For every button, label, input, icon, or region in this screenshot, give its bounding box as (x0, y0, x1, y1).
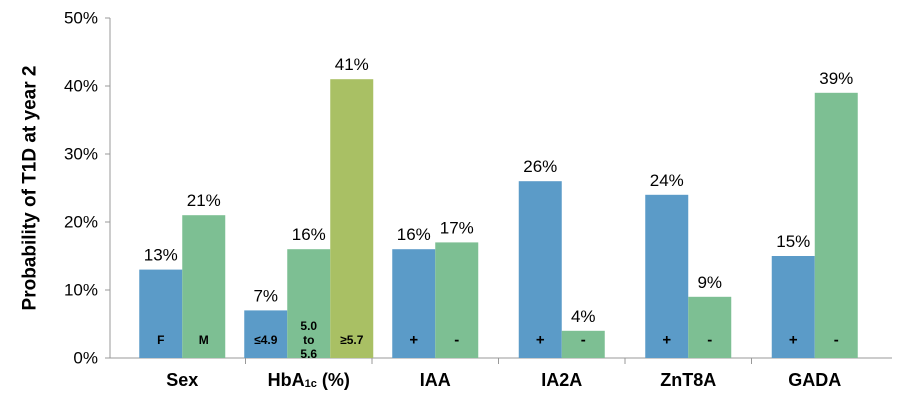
bar-value-label: 41% (335, 55, 369, 74)
y-tick-label: 30% (64, 145, 98, 164)
bar (392, 249, 436, 358)
bar-value-label: 16% (292, 225, 326, 244)
bar-category-label: - (834, 332, 839, 349)
bar (139, 269, 183, 358)
bar-value-label: 15% (776, 232, 810, 251)
bar-value-label: 13% (144, 246, 178, 265)
bar-category-label: - (707, 332, 712, 349)
y-tick-label: 10% (64, 281, 98, 300)
bar-category-label: + (536, 332, 545, 349)
bars (139, 79, 858, 359)
bar-value-label: 16% (397, 225, 431, 244)
bar (330, 79, 374, 358)
y-tick-label: 0% (73, 349, 98, 368)
bar-value-label: 26% (523, 157, 557, 176)
bar-value-label: 39% (819, 69, 853, 88)
bar (182, 215, 226, 358)
bar-category-label: to (303, 333, 314, 347)
group-label: GADA (788, 370, 841, 390)
bar-category-label: + (409, 332, 418, 349)
bar-category-label: - (454, 332, 459, 349)
bar-category-label: 5.0 (300, 319, 317, 333)
bar-value-label: 24% (650, 171, 684, 190)
bar-category-label: + (789, 332, 798, 349)
bar-category-label: M (199, 333, 209, 347)
bar-category-label: + (662, 332, 671, 349)
group-label: IA2A (541, 370, 582, 390)
bar (814, 92, 858, 359)
bar-value-label: 9% (697, 273, 722, 292)
bar-category-label: - (581, 332, 586, 349)
bar-value-label: 17% (440, 218, 474, 237)
bar-category-label: 5.6 (300, 347, 317, 361)
bar (771, 256, 815, 358)
bar (518, 181, 562, 358)
y-tick-label: 50% (64, 9, 98, 28)
bar (435, 242, 479, 358)
y-axis-label: Probability of T1D at year 2 (20, 66, 41, 311)
y-tick-label: 40% (64, 77, 98, 96)
group-label: ZnT8A (660, 370, 716, 390)
group-label: Sex (166, 370, 198, 390)
bar-category-label: F (157, 333, 164, 347)
bar-category-label: ≤4.9 (254, 333, 278, 347)
bar (561, 330, 605, 358)
group-label: HbA1c (%) (268, 370, 350, 390)
bar-value-label: 4% (571, 307, 596, 326)
y-tick-label: 20% (64, 213, 98, 232)
bar (287, 249, 331, 358)
axes: 0% 10% 20% 30% 40% 50% (64, 9, 892, 368)
bar (244, 310, 288, 358)
bar (645, 194, 689, 358)
group-label: IAA (420, 370, 451, 390)
bar-category-label: ≥5.7 (340, 333, 364, 347)
bar (688, 296, 732, 358)
bar-value-label: 21% (187, 191, 221, 210)
bar-value-label: 7% (253, 286, 278, 305)
